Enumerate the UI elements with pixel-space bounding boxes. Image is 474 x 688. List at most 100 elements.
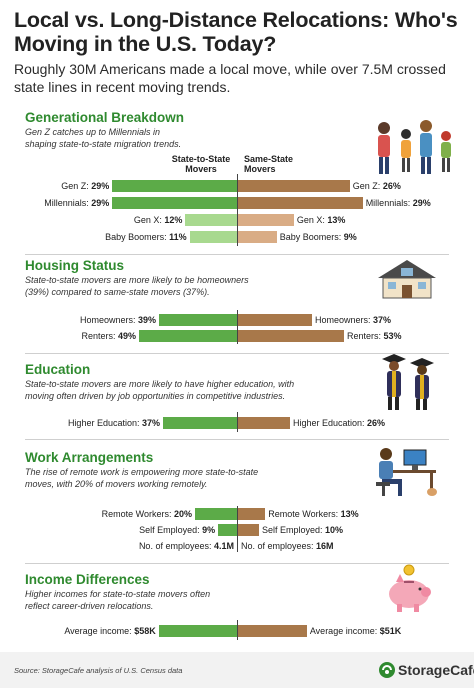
label-value: 12% bbox=[164, 215, 183, 225]
label-left-no-of-employees: No. of employees: 4.1M bbox=[139, 540, 234, 552]
label-value: $58K bbox=[134, 626, 156, 636]
section-description: State-to-state movers are more likely to… bbox=[25, 275, 249, 297]
section-title: Income Differences bbox=[25, 572, 150, 587]
label-right-average-income: Average income: $51K bbox=[310, 625, 401, 637]
bar-left-higher-education bbox=[163, 417, 237, 429]
column-header-left: State-to-State Movers bbox=[171, 154, 231, 174]
label-category: Gen Z: bbox=[61, 181, 92, 191]
label-category: Baby Boomers: bbox=[105, 232, 170, 242]
label-value: 26% bbox=[382, 181, 401, 191]
section-housing: Housing Status State-to-state movers are… bbox=[0, 258, 474, 348]
label-right-homeowners: Homeowners: 37% bbox=[315, 314, 391, 326]
bar-right-average-income bbox=[238, 625, 307, 637]
source-note: Source: StorageCafe analysis of U.S. Cen… bbox=[14, 666, 183, 675]
label-category: Remote Workers: bbox=[101, 509, 174, 519]
label-category: Average income: bbox=[309, 626, 380, 636]
bar-left-homeowners bbox=[159, 314, 237, 326]
section-generational: Generational Breakdown Gen Z catches up … bbox=[0, 110, 474, 250]
divider bbox=[25, 563, 449, 564]
label-left-higher-education: Higher Education: 37% bbox=[68, 417, 160, 429]
label-category: Gen X: bbox=[133, 215, 165, 225]
label-value: 13% bbox=[327, 215, 346, 225]
bar-right-self-employed bbox=[238, 524, 259, 536]
label-right-gen-z: Gen Z: 26% bbox=[353, 180, 401, 192]
label-right-millennials: Millennials: 29% bbox=[366, 197, 431, 209]
label-value: 9% bbox=[343, 232, 357, 242]
section-title: Generational Breakdown bbox=[25, 110, 185, 125]
label-right-remote-workers: Remote Workers: 13% bbox=[268, 508, 358, 520]
label-left-homeowners: Homeowners: 39% bbox=[80, 314, 156, 326]
label-category: No. of employees: bbox=[138, 541, 214, 551]
label-value: 29% bbox=[91, 198, 110, 208]
label-value: 53% bbox=[383, 331, 402, 341]
label-left-gen-x: Gen X: 12% bbox=[134, 214, 183, 226]
bar-left-renters bbox=[139, 330, 237, 342]
label-left-baby-boomers: Baby Boomers: 11% bbox=[105, 231, 187, 243]
label-value: 9% bbox=[202, 525, 216, 535]
bar-left-self-employed bbox=[218, 524, 237, 536]
label-right-self-employed: Self Employed: 10% bbox=[262, 524, 343, 536]
label-left-remote-workers: Remote Workers: 20% bbox=[102, 508, 192, 520]
section-income: Income Differences Higher incomes for st… bbox=[0, 564, 474, 647]
label-category: Renters: bbox=[81, 331, 118, 341]
bar-right-higher-education bbox=[238, 417, 290, 429]
section-work: Work Arrangements The rise of remote wor… bbox=[0, 448, 474, 560]
remote-worker-icon bbox=[376, 448, 437, 496]
label-right-renters: Renters: 53% bbox=[347, 330, 402, 342]
center-axis bbox=[237, 412, 238, 432]
label-category: Remote Workers: bbox=[268, 509, 341, 519]
bar-right-homeowners bbox=[238, 314, 312, 326]
brand-name: StorageCafe bbox=[398, 662, 474, 678]
label-category: Millennials: bbox=[365, 198, 413, 208]
label-value: 29% bbox=[412, 198, 431, 208]
label-left-average-income: Average income: $58K bbox=[64, 625, 155, 637]
bar-right-renters bbox=[238, 330, 344, 342]
house-icon bbox=[378, 260, 436, 299]
center-axis bbox=[237, 310, 238, 344]
label-right-baby-boomers: Baby Boomers: 9% bbox=[280, 231, 357, 243]
bar-left-average-income bbox=[158, 625, 237, 637]
bar-left-gen-z bbox=[112, 180, 237, 192]
divider bbox=[25, 439, 449, 440]
label-category: Gen Z: bbox=[352, 181, 383, 191]
divider bbox=[25, 353, 449, 354]
label-value: $51K bbox=[379, 626, 402, 636]
label-value: 10% bbox=[325, 525, 344, 535]
bar-right-remote-workers bbox=[238, 508, 266, 520]
label-value: 39% bbox=[137, 315, 156, 325]
label-value: 11% bbox=[169, 232, 187, 242]
label-right-higher-education: Higher Education: 26% bbox=[293, 417, 385, 429]
label-value: 13% bbox=[340, 509, 359, 519]
page-title: Local vs. Long-Distance Relocations: Who… bbox=[14, 8, 458, 56]
label-value: 29% bbox=[91, 181, 110, 191]
family-icon bbox=[378, 120, 451, 174]
label-left-millennials: Millennials: 29% bbox=[44, 197, 109, 209]
bar-right-millennials bbox=[238, 197, 363, 209]
label-value: 49% bbox=[117, 331, 136, 341]
label-value: 37% bbox=[141, 418, 160, 428]
section-description: State-to-state movers are more likely to… bbox=[25, 379, 295, 401]
label-category: Renters: bbox=[347, 331, 384, 341]
section-education: Education State-to-state movers are more… bbox=[0, 354, 474, 442]
label-category: Homeowners: bbox=[315, 315, 374, 325]
label-category: Higher Education: bbox=[67, 418, 142, 428]
label-right-no-of-employees: No. of employees: 16M bbox=[241, 540, 334, 552]
storagecafe-logo-icon bbox=[379, 662, 395, 678]
divider bbox=[25, 254, 449, 255]
bar-right-gen-x bbox=[238, 214, 294, 226]
label-category: Gen X: bbox=[296, 215, 328, 225]
bar-left-millennials bbox=[112, 197, 237, 209]
label-left-self-employed: Self Employed: 9% bbox=[139, 524, 215, 536]
label-value: 37% bbox=[373, 315, 392, 325]
label-category: Higher Education: bbox=[293, 418, 368, 428]
label-category: Self Employed: bbox=[262, 525, 326, 535]
label-left-renters: Renters: 49% bbox=[81, 330, 136, 342]
section-description: Higher incomes for state-to-state movers… bbox=[25, 589, 211, 611]
column-header-right: Same-State Movers bbox=[244, 154, 294, 174]
bar-left-remote-workers bbox=[195, 508, 237, 520]
label-category: No. of employees: bbox=[241, 541, 317, 551]
bar-right-baby-boomers bbox=[238, 231, 277, 243]
label-value: 20% bbox=[173, 509, 192, 519]
bar-right-gen-z bbox=[238, 180, 350, 192]
